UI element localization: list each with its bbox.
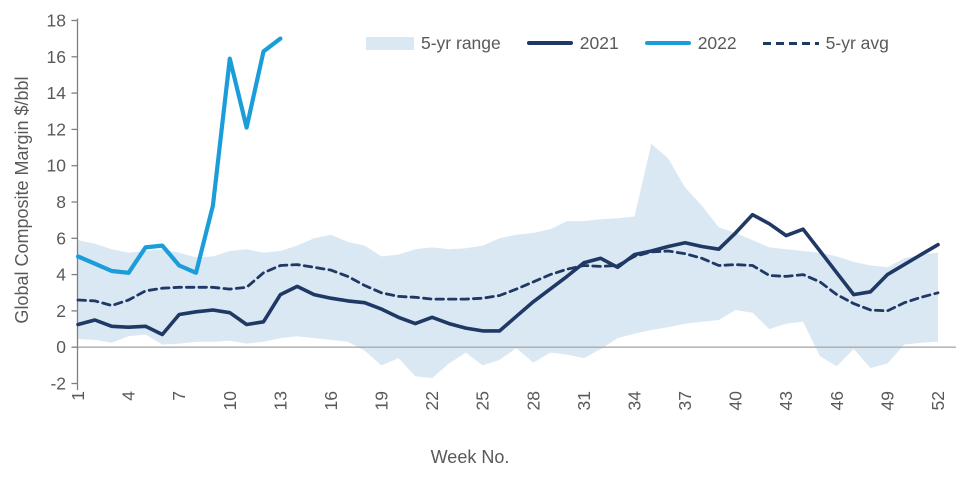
- x-tick-label: 7: [169, 391, 189, 401]
- legend-label: 5-yr range: [421, 32, 501, 53]
- legend-item-2021: 2021: [526, 32, 619, 54]
- y-tick-label: 6: [56, 228, 66, 248]
- x-tick-label: 37: [675, 391, 695, 410]
- y-tick-label: -2: [50, 374, 66, 394]
- x-tick-label: 16: [321, 391, 341, 410]
- y-tick-label: 10: [47, 156, 67, 176]
- legend-item-2022: 2022: [644, 32, 737, 54]
- x-tick-label: 13: [270, 391, 290, 410]
- x-tick-label: 46: [827, 391, 847, 410]
- five-yr-range-band: [78, 143, 938, 379]
- y-tick-label: 4: [56, 265, 66, 285]
- line-2022: [75, 36, 283, 275]
- legend-item-5yr-avg: 5-yr avg: [762, 32, 889, 54]
- x-tick-label: 10: [220, 391, 240, 411]
- chart-legend: 5-yr range 2021 2022 5-yr avg: [366, 31, 889, 55]
- x-tick-label: 1: [68, 391, 88, 401]
- x-tick-label: 19: [372, 391, 392, 410]
- y-tick-label: 18: [47, 11, 66, 31]
- line-2021: [76, 212, 940, 337]
- x-tick-label: 43: [776, 391, 796, 410]
- y-tick-label: 8: [56, 192, 66, 212]
- x-tick-label: 22: [422, 391, 442, 410]
- y-tick-label: 0: [56, 337, 66, 357]
- x-tick-label: 34: [625, 391, 645, 411]
- x-tick-label: 28: [523, 391, 543, 410]
- x-tick-label: 49: [877, 391, 897, 410]
- x-tick-label: 25: [473, 391, 493, 410]
- line-swatch-icon: [644, 41, 691, 45]
- y-tick-label: 2: [56, 301, 66, 321]
- range-band-swatch-icon: [366, 36, 414, 50]
- legend-item-5yr-range: 5-yr range: [366, 33, 501, 54]
- line-swatch-icon: [526, 41, 573, 45]
- legend-label: 5-yr avg: [825, 32, 889, 53]
- y-tick-label: 16: [47, 47, 66, 67]
- x-tick-label: 52: [928, 391, 948, 410]
- y-tick-label: 12: [47, 119, 66, 139]
- dashed-line-swatch-icon: [762, 41, 819, 45]
- legend-label: 2022: [697, 32, 737, 53]
- y-axis-title: Global Composite Margin $/bbl: [12, 76, 32, 324]
- legend-label: 2021: [579, 32, 619, 53]
- x-axis-title: Week No.: [430, 447, 510, 467]
- x-tick-label: 4: [119, 391, 139, 401]
- y-tick-label: 14: [47, 83, 67, 103]
- x-tick-label: 31: [574, 391, 594, 410]
- x-tick-label: 40: [726, 391, 746, 411]
